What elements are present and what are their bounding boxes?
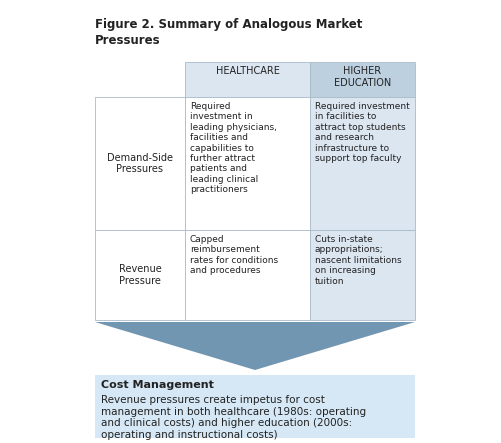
Bar — [310, 230, 415, 320]
Text: Cost Management: Cost Management — [101, 380, 214, 390]
Text: Cuts in-state
appropriations;
nascent limitations
on increasing
tuition: Cuts in-state appropriations; nascent li… — [315, 235, 402, 286]
Text: Demand-Side
Pressures: Demand-Side Pressures — [107, 153, 173, 174]
Bar — [185, 97, 310, 230]
Bar — [185, 62, 310, 97]
Bar — [95, 375, 415, 438]
Bar — [185, 230, 310, 320]
Text: Revenue
Pressure: Revenue Pressure — [119, 264, 161, 286]
Bar — [95, 97, 185, 230]
Bar — [310, 97, 415, 230]
Bar — [95, 230, 185, 320]
Text: Revenue pressures create impetus for cost
management in both healthcare (1980s: : Revenue pressures create impetus for cos… — [101, 395, 366, 440]
Text: Required
investment in
leading physicians,
facilities and
capabilities to
furthe: Required investment in leading physician… — [190, 102, 277, 194]
Text: Figure 2. Summary of Analogous Market: Figure 2. Summary of Analogous Market — [95, 18, 362, 31]
Text: Required investment
in facilities to
attract top students
and research
infrastru: Required investment in facilities to att… — [315, 102, 410, 163]
Bar — [310, 62, 415, 97]
Text: Pressures: Pressures — [95, 34, 161, 47]
Polygon shape — [95, 322, 415, 370]
Text: Capped
reimbursement
rates for conditions
and procedures: Capped reimbursement rates for condition… — [190, 235, 278, 275]
Text: HEALTHCARE: HEALTHCARE — [215, 66, 280, 76]
Text: HIGHER
EDUCATION: HIGHER EDUCATION — [334, 66, 391, 88]
